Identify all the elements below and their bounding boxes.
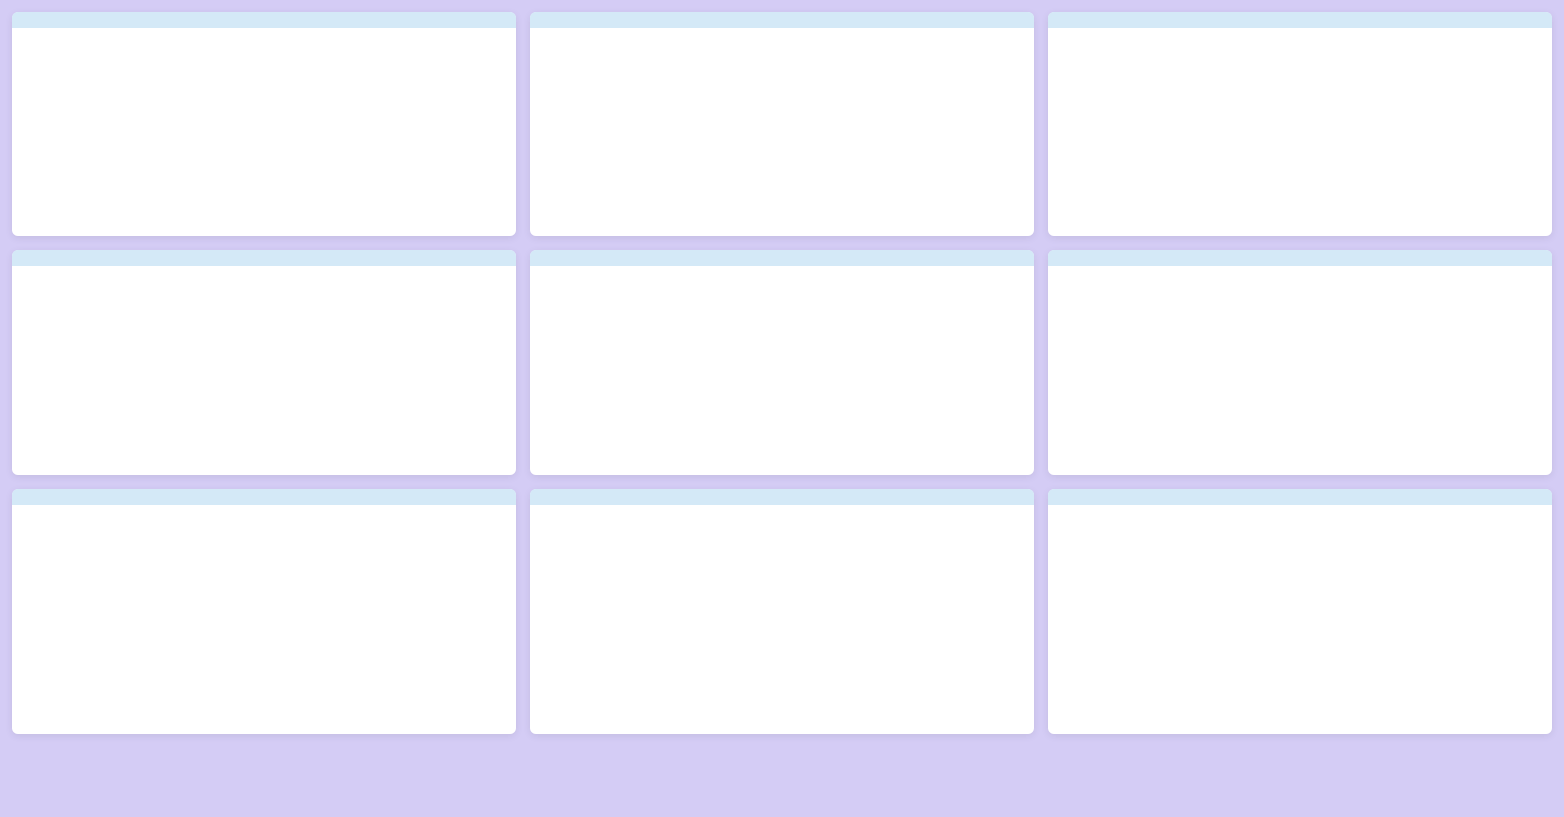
card-gradient-bg xyxy=(530,489,1034,734)
card-gradient-scale xyxy=(530,12,1034,236)
chart-canvas[interactable] xyxy=(1048,28,1552,236)
card-axis-pointer xyxy=(12,12,516,236)
chart-canvas[interactable] xyxy=(530,28,1034,236)
card-title xyxy=(12,250,516,266)
card-title xyxy=(530,489,1034,505)
card-heatmap xyxy=(1048,12,1552,236)
card-title xyxy=(12,489,516,505)
card-title xyxy=(530,250,1034,266)
chart-canvas[interactable] xyxy=(12,28,516,236)
chart-canvas[interactable] xyxy=(530,266,1034,474)
card-title xyxy=(1048,12,1552,28)
card-grouped xyxy=(530,250,1034,474)
chart-grid xyxy=(12,12,1552,734)
card-title xyxy=(530,12,1034,28)
chart-canvas[interactable] xyxy=(12,505,516,734)
card-title xyxy=(1048,489,1552,505)
card-bivariate xyxy=(1048,489,1552,734)
chart-canvas[interactable] xyxy=(1048,266,1552,474)
card-title xyxy=(1048,250,1552,266)
card-inverted xyxy=(12,489,516,734)
chart-canvas[interactable] xyxy=(1048,505,1552,734)
chart-canvas[interactable] xyxy=(12,266,516,474)
card-negative xyxy=(1048,250,1552,474)
card-zoomable xyxy=(12,250,516,474)
chart-canvas[interactable] xyxy=(530,505,1034,734)
card-title xyxy=(12,12,516,28)
